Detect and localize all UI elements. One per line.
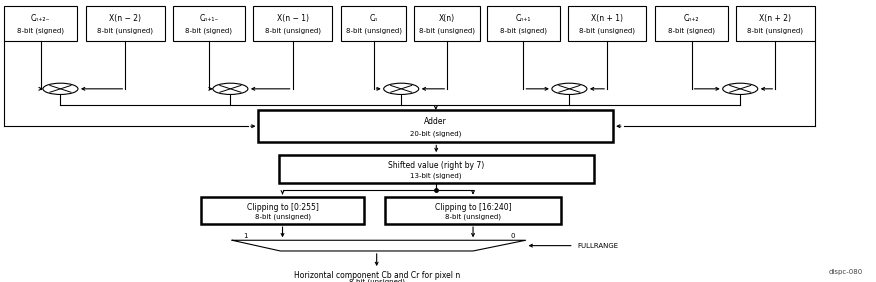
Bar [279,155,594,183]
Text: Cₙ₊₂₋: Cₙ₊₂₋ [31,14,51,23]
Bar [86,6,165,41]
Bar [487,6,560,41]
Text: 8-bit (unsigned): 8-bit (unsigned) [97,28,153,34]
Bar [258,110,613,142]
Text: Adder: Adder [425,117,447,126]
Text: 8-bit (unsigned): 8-bit (unsigned) [346,28,401,34]
Bar [253,6,332,41]
Text: 8-bit (signed): 8-bit (signed) [500,28,547,34]
Text: Shifted value (right by 7): Shifted value (right by 7) [388,161,484,170]
Text: Cₙ₊₁₋: Cₙ₊₁₋ [199,14,219,23]
Bar [201,197,364,224]
Text: Cₙ: Cₙ [370,14,378,23]
Bar [385,197,561,224]
Text: 8-bit (unsigned): 8-bit (unsigned) [420,28,475,34]
Text: X(n − 2): X(n − 2) [110,14,141,23]
Bar [173,6,245,41]
Circle shape [43,83,78,94]
Bar [655,6,728,41]
Text: dispc-080: dispc-080 [829,269,863,275]
Text: 0: 0 [510,233,515,239]
Text: Horizontal component Cb and Cr for pixel n: Horizontal component Cb and Cr for pixel… [293,271,460,280]
Text: 13-bit (signed): 13-bit (signed) [411,172,462,179]
Text: Clipping to [0:255]: Clipping to [0:255] [246,202,319,212]
Text: 1: 1 [243,233,248,239]
Bar [414,6,480,41]
Text: 8-bit (unsigned): 8-bit (unsigned) [445,213,501,220]
Text: Clipping to [16:240]: Clipping to [16:240] [434,202,512,212]
Text: 8-bit (unsigned): 8-bit (unsigned) [265,28,321,34]
Text: X(n − 1): X(n − 1) [277,14,308,23]
Circle shape [213,83,248,94]
Circle shape [384,83,419,94]
Text: FULLRANGE: FULLRANGE [577,243,618,249]
Text: 8-bit (unsigned): 8-bit (unsigned) [747,28,803,34]
Bar [4,6,77,41]
Text: 8-bit (unsigned): 8-bit (unsigned) [255,213,310,220]
Bar [341,6,406,41]
Text: 20-bit (signed): 20-bit (signed) [410,130,462,136]
Bar [568,6,646,41]
Text: 8-bit (signed): 8-bit (signed) [18,28,64,34]
Bar [736,6,815,41]
Circle shape [552,83,587,94]
Text: X(n + 1): X(n + 1) [591,14,623,23]
Text: 8-bit (signed): 8-bit (signed) [668,28,715,34]
Text: 8-bit (unsigned): 8-bit (unsigned) [579,28,635,34]
Text: 8-bit (unsigned): 8-bit (unsigned) [349,278,405,282]
Text: X(n): X(n) [439,14,456,23]
Circle shape [723,83,758,94]
Text: Cₙ₊₂: Cₙ₊₂ [684,14,699,23]
Text: Cₙ₊₁: Cₙ₊₁ [516,14,531,23]
Text: X(n + 2): X(n + 2) [759,14,791,23]
Text: 8-bit (signed): 8-bit (signed) [186,28,232,34]
